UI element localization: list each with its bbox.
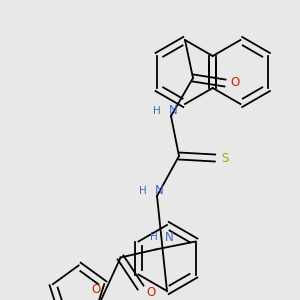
Text: N: N [165, 231, 174, 244]
Text: N: N [154, 184, 164, 197]
Text: H: H [139, 186, 147, 196]
Text: O: O [92, 283, 101, 296]
Text: O: O [230, 76, 240, 89]
Text: N: N [169, 104, 177, 118]
Text: S: S [221, 152, 229, 164]
Text: O: O [146, 286, 155, 299]
Text: H: H [150, 232, 158, 242]
Text: H: H [153, 106, 161, 116]
